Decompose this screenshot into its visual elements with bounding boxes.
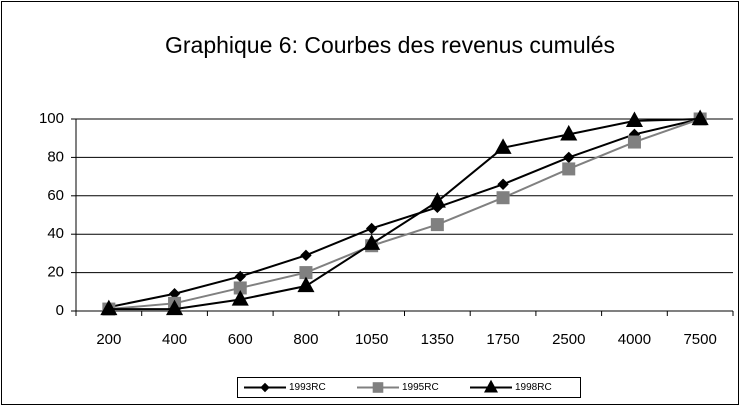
marker bbox=[260, 382, 270, 393]
legend-label: 1993RC bbox=[289, 382, 326, 393]
x-tick-label: 800 bbox=[293, 331, 318, 348]
x-tick-label: 1350 bbox=[421, 331, 454, 348]
marker bbox=[563, 151, 575, 164]
marker bbox=[430, 218, 444, 232]
marker bbox=[363, 234, 381, 250]
legend-label: 1995RC bbox=[402, 382, 439, 393]
marker bbox=[483, 379, 499, 393]
marker bbox=[297, 276, 315, 293]
x-tick-label: 600 bbox=[228, 331, 253, 348]
legend-box bbox=[237, 377, 581, 398]
x-tick-label: 2500 bbox=[552, 331, 585, 348]
marker bbox=[166, 299, 184, 316]
marker bbox=[562, 162, 576, 176]
marker bbox=[365, 222, 378, 235]
marker bbox=[372, 382, 384, 393]
x-tick-label: 200 bbox=[96, 331, 121, 348]
marker bbox=[625, 111, 643, 128]
marker bbox=[231, 290, 249, 306]
marker bbox=[428, 192, 446, 208]
marker bbox=[300, 249, 312, 262]
y-tick-label: 40 bbox=[47, 225, 64, 242]
y-tick-label: 80 bbox=[47, 148, 64, 165]
series-line bbox=[108, 118, 701, 311]
x-tick-label: 400 bbox=[162, 331, 187, 348]
marker bbox=[234, 270, 246, 283]
marker bbox=[691, 109, 709, 126]
marker bbox=[494, 138, 512, 154]
y-tick-label: 0 bbox=[56, 302, 64, 319]
marker bbox=[497, 178, 509, 190]
marker bbox=[560, 124, 578, 141]
chart-title: Graphique 6: Courbes des revenus cumulés bbox=[165, 32, 615, 58]
x-tick-label: 1750 bbox=[486, 331, 519, 348]
y-tick-label: 60 bbox=[47, 187, 64, 204]
marker bbox=[627, 135, 641, 149]
x-tick-label: 4000 bbox=[618, 331, 651, 348]
x-tick-label: 1050 bbox=[355, 331, 388, 348]
marker bbox=[100, 299, 118, 316]
series-line bbox=[108, 118, 701, 311]
y-tick-label: 100 bbox=[39, 110, 64, 127]
series-line bbox=[108, 118, 701, 309]
legend-label: 1998RC bbox=[515, 382, 552, 393]
x-tick-label: 7500 bbox=[683, 331, 716, 348]
y-tick-label: 20 bbox=[47, 264, 64, 281]
marker bbox=[496, 191, 510, 205]
